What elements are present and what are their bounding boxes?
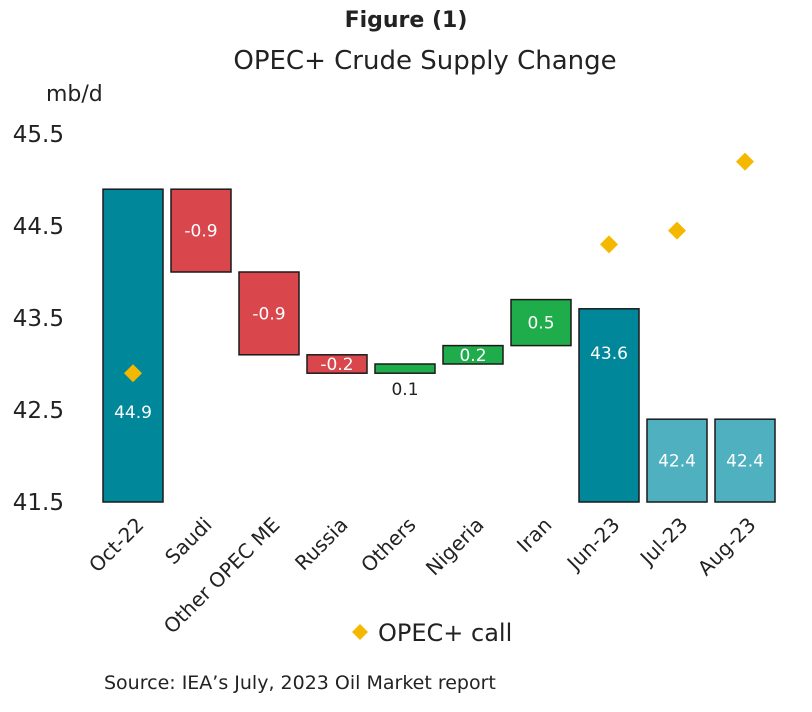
y-axis-unit-label: mb/d bbox=[46, 82, 103, 107]
legend-label: OPEC+ call bbox=[378, 619, 512, 647]
bar-russia bbox=[306, 354, 368, 374]
data-label: 0.1 bbox=[391, 380, 418, 400]
bar-other-opec-me bbox=[238, 271, 300, 356]
data-label: 0.5 bbox=[527, 314, 554, 334]
bar-jul-23 bbox=[646, 418, 708, 503]
bar-nigeria bbox=[442, 344, 504, 365]
bar-saudi bbox=[170, 188, 232, 273]
bar-aug-23 bbox=[714, 418, 776, 503]
x-category-label: Nigeria bbox=[421, 513, 489, 581]
x-category-label: Aug-23 bbox=[693, 513, 761, 581]
x-category-label: Saudi bbox=[160, 513, 216, 569]
y-tick-label: 45.5 bbox=[13, 122, 64, 148]
data-label: -0.9 bbox=[252, 304, 285, 324]
x-category-label: Russia bbox=[290, 513, 352, 575]
bar-others bbox=[374, 363, 436, 374]
data-label: 44.9 bbox=[114, 403, 152, 423]
x-category-label: Others bbox=[356, 513, 421, 578]
data-label: 0.2 bbox=[459, 346, 486, 366]
x-category-label: Other OPEC ME bbox=[159, 513, 285, 639]
data-label: 42.4 bbox=[658, 452, 696, 472]
x-category-label: Oct-22 bbox=[84, 513, 149, 578]
y-tick-label: 43.5 bbox=[13, 306, 64, 332]
data-label: 42.4 bbox=[726, 452, 764, 472]
x-category-label: Iran bbox=[512, 513, 557, 558]
opec-call-marker bbox=[600, 235, 618, 254]
bar-jun-23 bbox=[578, 308, 640, 503]
source-note: Source: IEA’s July, 2023 Oil Market repo… bbox=[104, 672, 496, 694]
data-label: 43.6 bbox=[590, 344, 628, 364]
x-category-label: Jul-23 bbox=[634, 513, 693, 572]
y-tick-label: 42.5 bbox=[13, 398, 64, 424]
y-tick-label: 41.5 bbox=[13, 490, 64, 516]
data-label: -0.2 bbox=[320, 355, 353, 375]
opec-call-marker bbox=[668, 221, 686, 240]
x-category-label: Jun-23 bbox=[561, 513, 625, 577]
figure-label: Figure (1) bbox=[344, 8, 468, 33]
opec-call-marker bbox=[124, 364, 142, 383]
y-tick-label: 44.5 bbox=[13, 214, 64, 240]
data-label: -0.9 bbox=[184, 222, 217, 242]
bar-oct-22 bbox=[102, 188, 164, 503]
legend-marker-icon bbox=[352, 624, 368, 640]
chart-title: OPEC+ Crude Supply Change bbox=[233, 46, 617, 76]
opec-call-marker bbox=[736, 152, 754, 171]
bar-iran bbox=[510, 298, 572, 347]
